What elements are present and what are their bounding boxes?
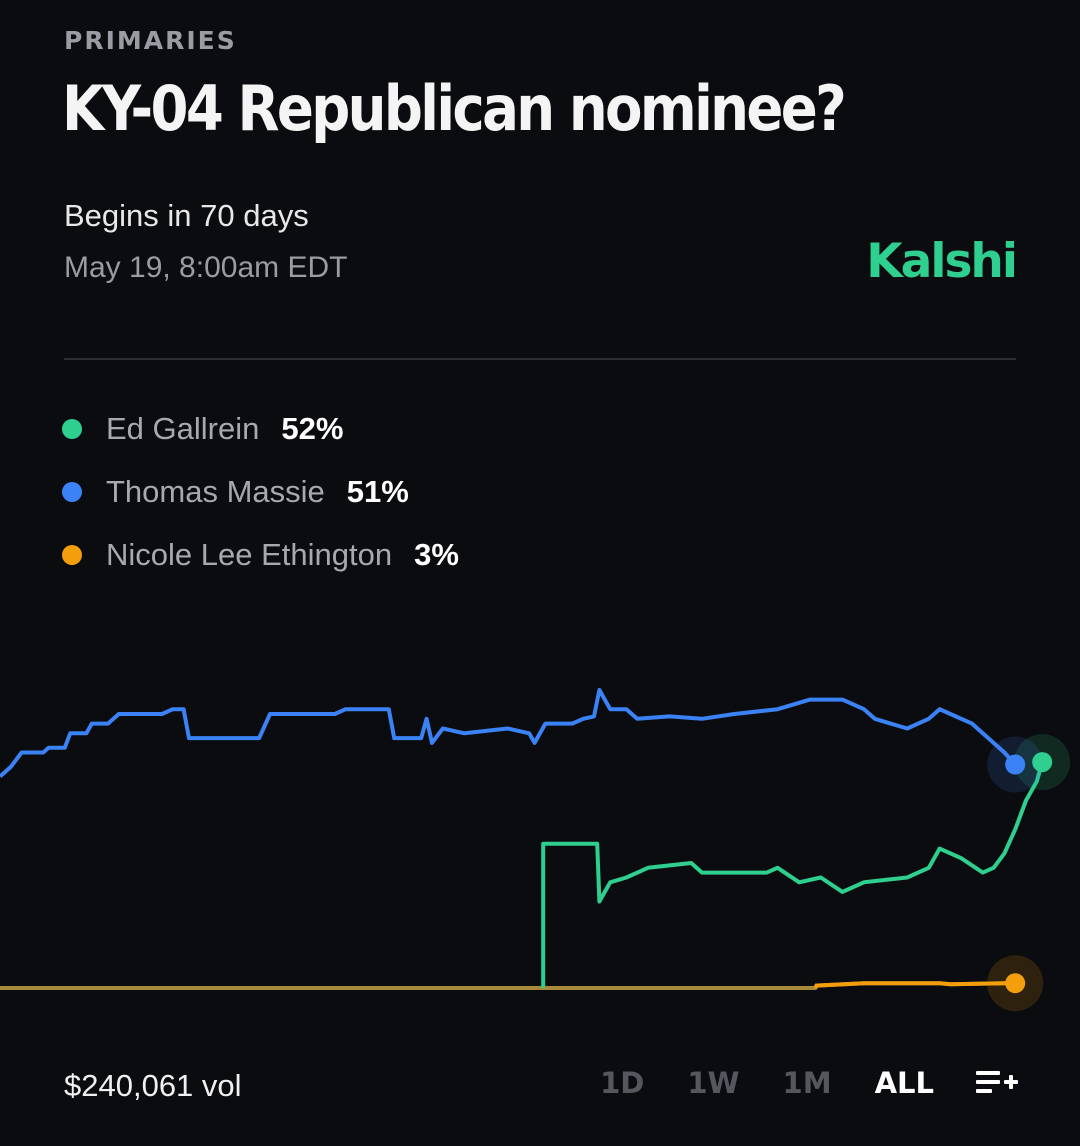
volume-text: $240,061 vol: [64, 1068, 242, 1103]
legend-name: Thomas Massie: [106, 474, 325, 509]
range-all-button[interactable]: ALL: [874, 1066, 934, 1100]
legend-name: Nicole Lee Ethington: [106, 537, 393, 572]
legend-dot-ed-gallrein: [62, 419, 82, 439]
divider: [64, 358, 1016, 360]
series-end-point-ed-gallrein: [1032, 752, 1053, 773]
kalshi-logo: Kalshi: [866, 234, 1018, 289]
legend-item-ed-gallrein[interactable]: Ed Gallrein 52%: [62, 408, 459, 450]
series-end-point-thomas-massie: [1005, 754, 1026, 775]
time-range-selector: 1D 1W 1M ALL: [557, 1066, 1020, 1100]
legend-item-nicole-lee-ethington[interactable]: Nicole Lee Ethington 3%: [62, 534, 459, 576]
series-line-ed-gallrein: [541, 761, 1045, 988]
legend-name: Ed Gallrein: [106, 411, 260, 446]
legend: Ed Gallrein 52% Thomas Massie 51% Nicole…: [62, 408, 459, 597]
range-1m-button[interactable]: 1M: [782, 1066, 832, 1100]
legend-value: 3%: [414, 537, 459, 572]
series-end-point-nicole-lee-ethington: [1005, 973, 1026, 994]
series-line-nicole-lee-ethington-recent: [813, 981, 1016, 989]
series-line-thomas-massie: [0, 688, 1017, 778]
legend-item-thomas-massie[interactable]: Thomas Massie 51%: [62, 471, 459, 513]
legend-dot-nicole-lee-ethington: [62, 545, 82, 565]
range-1w-button[interactable]: 1W: [687, 1066, 740, 1100]
list-add-icon[interactable]: [974, 1066, 1020, 1100]
legend-value: 52%: [281, 411, 344, 446]
market-title: KY-04 Republican nominee?: [62, 72, 847, 145]
begins-text: Begins in 70 days: [64, 198, 309, 233]
price-chart[interactable]: [0, 660, 1080, 1020]
legend-dot-thomas-massie: [62, 482, 82, 502]
category-label: PRIMARIES: [64, 26, 237, 55]
event-date: May 19, 8:00am EDT: [64, 251, 348, 284]
legend-value: 51%: [346, 474, 409, 509]
range-1d-button[interactable]: 1D: [600, 1066, 645, 1100]
